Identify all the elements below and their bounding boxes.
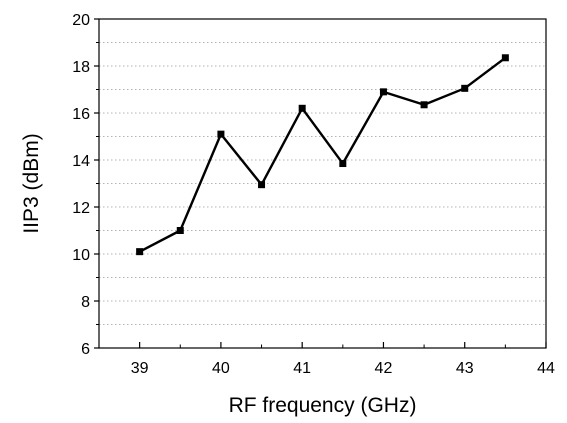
axis-ticks: [94, 18, 547, 349]
data-point: [217, 130, 225, 138]
data-point: [298, 104, 306, 112]
data-point: [379, 88, 387, 96]
y-tick-label: 20: [72, 12, 90, 29]
y-tick-label: 10: [72, 247, 90, 264]
x-tick-label: 44: [537, 360, 555, 377]
data-point: [339, 160, 347, 168]
x-tick-label: 39: [131, 360, 149, 377]
data-point: [176, 227, 184, 234]
y-tick-label: 14: [72, 153, 90, 170]
x-tick-label: 40: [212, 360, 230, 377]
x-axis-title: RF frequency (GHz): [229, 394, 417, 417]
series-line: [139, 56, 507, 253]
y-tick-labels: 6 8 10 12 14 16 18 20: [72, 12, 90, 358]
plot-frame: [98, 18, 547, 349]
y-tick-label: 12: [72, 200, 90, 217]
y-tick-label: 6: [81, 341, 90, 358]
series-layer: [136, 54, 509, 256]
x-tick-label: 42: [375, 360, 393, 377]
data-point: [461, 84, 469, 92]
data-point: [136, 248, 144, 256]
y-axis-title: IIP3 (dBm): [20, 133, 43, 233]
x-tick-label: 43: [456, 360, 474, 377]
y-tick-label: 16: [72, 106, 90, 123]
data-point: [501, 54, 509, 62]
data-point: [420, 101, 428, 109]
grid-lines: [99, 42, 546, 325]
x-tick-label: 41: [293, 360, 311, 377]
x-tick-labels: 39 40 41 42 43 44: [131, 360, 555, 377]
y-tick-label: 8: [81, 294, 90, 311]
data-point: [258, 181, 266, 189]
y-tick-label: 18: [72, 59, 90, 76]
